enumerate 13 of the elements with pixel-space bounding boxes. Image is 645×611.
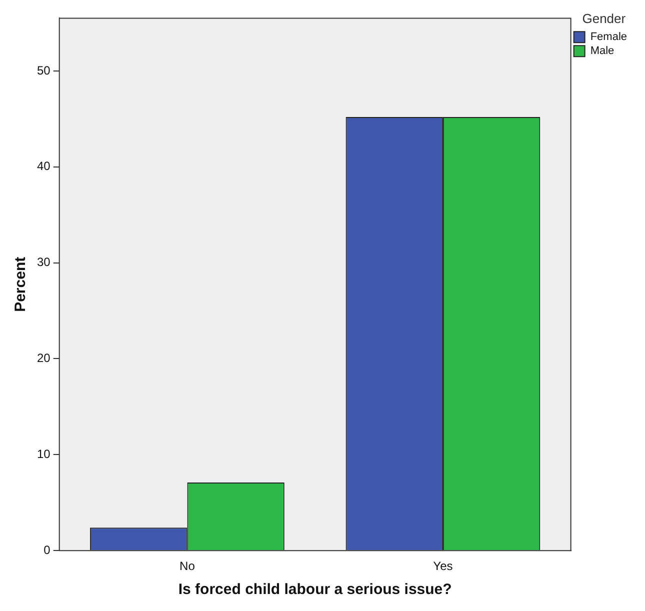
legend-label: Male: [590, 45, 614, 58]
y-tick-label: 10: [36, 446, 51, 461]
y-tick-label: 20: [36, 351, 51, 366]
y-axis-title: Percent: [12, 256, 30, 312]
x-tick-label: Yes: [433, 559, 453, 574]
legend-title: Gender: [582, 11, 626, 26]
y-tick-label: 40: [36, 159, 51, 174]
legend-label: Female: [590, 31, 628, 44]
y-tick-label: 30: [36, 255, 51, 270]
y-tick-label: 50: [36, 63, 51, 78]
x-axis-title: Is forced child labour a serious issue?: [178, 581, 452, 598]
x-tick-label: No: [180, 559, 196, 574]
y-tick-label: 0: [44, 542, 51, 557]
